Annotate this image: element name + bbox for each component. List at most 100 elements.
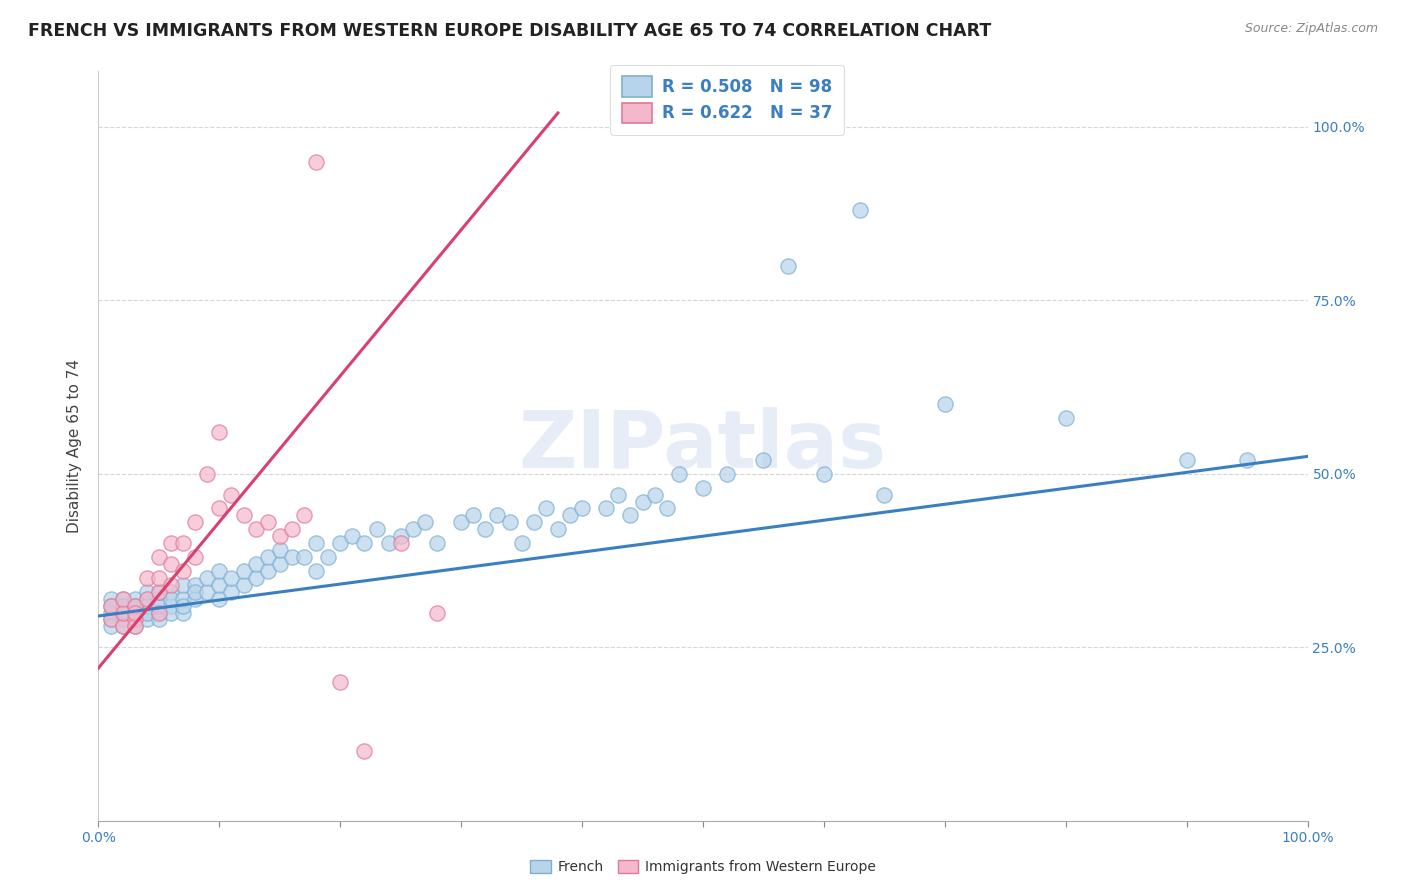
Legend: French, Immigrants from Western Europe: French, Immigrants from Western Europe	[524, 855, 882, 880]
Point	[366, 522, 388, 536]
Point	[111, 606, 134, 620]
Point	[292, 549, 315, 564]
Point	[195, 571, 218, 585]
Point	[1236, 453, 1258, 467]
Point	[413, 516, 436, 530]
Point	[498, 516, 520, 530]
Point	[172, 599, 194, 613]
Point	[269, 557, 291, 571]
Point	[232, 564, 254, 578]
Point	[934, 397, 956, 411]
Point	[148, 571, 170, 585]
Point	[571, 501, 593, 516]
Point	[752, 453, 775, 467]
Point	[619, 508, 641, 523]
Point	[486, 508, 509, 523]
Y-axis label: Disability Age 65 to 74: Disability Age 65 to 74	[67, 359, 83, 533]
Point	[160, 557, 183, 571]
Point	[124, 606, 146, 620]
Point	[655, 501, 678, 516]
Point	[184, 591, 207, 606]
Point	[281, 549, 304, 564]
Point	[148, 591, 170, 606]
Point	[111, 591, 134, 606]
Point	[172, 591, 194, 606]
Point	[172, 606, 194, 620]
Point	[1054, 411, 1077, 425]
Point	[160, 536, 183, 550]
Point	[450, 516, 472, 530]
Legend: R = 0.508   N = 98, R = 0.622   N = 37: R = 0.508 N = 98, R = 0.622 N = 37	[610, 65, 844, 135]
Point	[221, 487, 243, 501]
Point	[873, 487, 896, 501]
Point	[547, 522, 569, 536]
Point	[402, 522, 425, 536]
Point	[426, 536, 449, 550]
Point	[111, 619, 134, 633]
Point	[160, 578, 183, 592]
Point	[135, 591, 157, 606]
Point	[100, 599, 122, 613]
Point	[232, 508, 254, 523]
Point	[148, 606, 170, 620]
Point	[523, 516, 546, 530]
Point	[111, 599, 134, 613]
Point	[160, 599, 183, 613]
Point	[849, 203, 872, 218]
Point	[232, 578, 254, 592]
Point	[316, 549, 339, 564]
Point	[377, 536, 399, 550]
Point	[776, 259, 799, 273]
Text: Source: ZipAtlas.com: Source: ZipAtlas.com	[1244, 22, 1378, 36]
Point	[389, 536, 412, 550]
Point	[172, 536, 194, 550]
Point	[124, 619, 146, 633]
Point	[644, 487, 666, 501]
Point	[329, 674, 352, 689]
Point	[124, 599, 146, 613]
Point	[342, 529, 364, 543]
Point	[558, 508, 581, 523]
Point	[305, 536, 328, 550]
Point	[305, 154, 328, 169]
Point	[100, 606, 122, 620]
Point	[184, 516, 207, 530]
Point	[474, 522, 496, 536]
Point	[100, 591, 122, 606]
Point	[510, 536, 533, 550]
Point	[292, 508, 315, 523]
Point	[256, 549, 278, 564]
Point	[208, 425, 231, 439]
Point	[111, 606, 134, 620]
Point	[124, 591, 146, 606]
Point	[111, 619, 134, 633]
Point	[463, 508, 485, 523]
Point	[534, 501, 557, 516]
Point	[124, 599, 146, 613]
Point	[208, 564, 231, 578]
Point	[124, 606, 146, 620]
Point	[256, 516, 278, 530]
Point	[184, 578, 207, 592]
Point	[208, 501, 231, 516]
Point	[100, 599, 122, 613]
Point	[135, 612, 157, 626]
Point	[281, 522, 304, 536]
Point	[305, 564, 328, 578]
Point	[221, 584, 243, 599]
Point	[135, 606, 157, 620]
Point	[195, 467, 218, 481]
Point	[111, 612, 134, 626]
Point	[148, 606, 170, 620]
Point	[148, 549, 170, 564]
Point	[160, 591, 183, 606]
Point	[124, 612, 146, 626]
Point	[135, 606, 157, 620]
Point	[135, 571, 157, 585]
Point	[269, 543, 291, 558]
Point	[111, 599, 134, 613]
Point	[148, 584, 170, 599]
Point	[148, 612, 170, 626]
Point	[329, 536, 352, 550]
Point	[595, 501, 617, 516]
